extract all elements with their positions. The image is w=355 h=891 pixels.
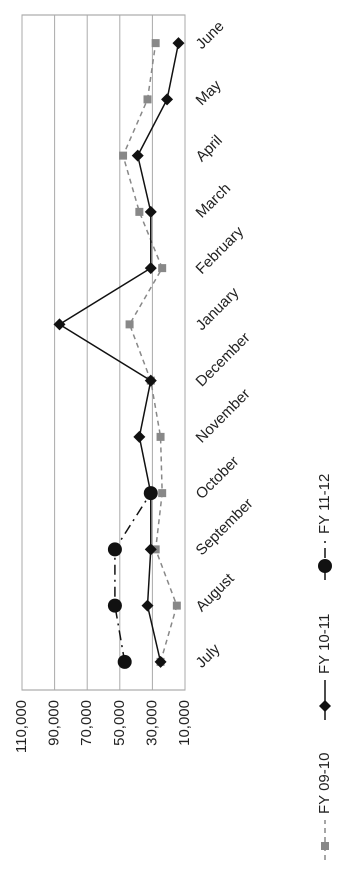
point xyxy=(144,262,157,275)
x-tick-label: November xyxy=(193,386,254,447)
legend-label: FY 11-12 xyxy=(316,474,333,534)
legend-marker xyxy=(319,700,331,712)
point xyxy=(172,601,181,610)
point xyxy=(53,318,66,331)
x-tick-label: October xyxy=(193,453,243,503)
x-tick-label: April xyxy=(193,132,226,165)
point xyxy=(144,374,157,387)
point xyxy=(107,542,122,557)
y-tick-label: 50,000 xyxy=(111,700,128,746)
legend-label: FY 09-10 xyxy=(316,753,333,814)
x-tick-label: December xyxy=(193,329,254,390)
point xyxy=(143,486,158,501)
x-tick-label: January xyxy=(193,284,243,334)
y-tick-label: 90,000 xyxy=(46,700,63,746)
point xyxy=(107,598,122,613)
point xyxy=(158,489,167,498)
point xyxy=(156,432,165,441)
point xyxy=(144,543,157,556)
plot-area xyxy=(21,14,186,691)
y-tick-label: 30,000 xyxy=(143,700,160,746)
point xyxy=(143,95,152,104)
point xyxy=(172,37,185,50)
x-tick-label: March xyxy=(193,180,234,221)
y-tick-label: 70,000 xyxy=(78,700,95,746)
x-tick-label: May xyxy=(193,77,225,109)
y-tick-label: 110,000 xyxy=(13,700,30,753)
point xyxy=(117,654,132,669)
point xyxy=(144,205,157,218)
point xyxy=(151,39,160,48)
x-tick-label: July xyxy=(193,640,224,671)
point xyxy=(141,599,154,612)
point xyxy=(125,320,134,329)
legend-label: FY 10-11 xyxy=(316,614,333,674)
y-tick-label: 10,000 xyxy=(176,700,193,746)
x-tick-label: August xyxy=(193,570,239,616)
legend-marker xyxy=(321,842,329,850)
series-line xyxy=(122,43,178,663)
point xyxy=(119,151,128,160)
point xyxy=(158,264,167,273)
x-tick-label: September xyxy=(193,495,257,559)
point xyxy=(135,207,144,216)
point xyxy=(161,93,174,106)
legend-marker xyxy=(318,559,332,573)
series-line xyxy=(114,492,152,663)
rotated-chart: 10,000 30,000 50,000 70,000 90,000 110,000 Jul… xyxy=(13,14,333,860)
point xyxy=(154,655,167,668)
x-tick-label: February xyxy=(193,223,248,278)
point xyxy=(133,430,146,443)
point xyxy=(131,149,144,162)
x-tick-label: June xyxy=(193,18,228,53)
series-line xyxy=(58,42,180,663)
